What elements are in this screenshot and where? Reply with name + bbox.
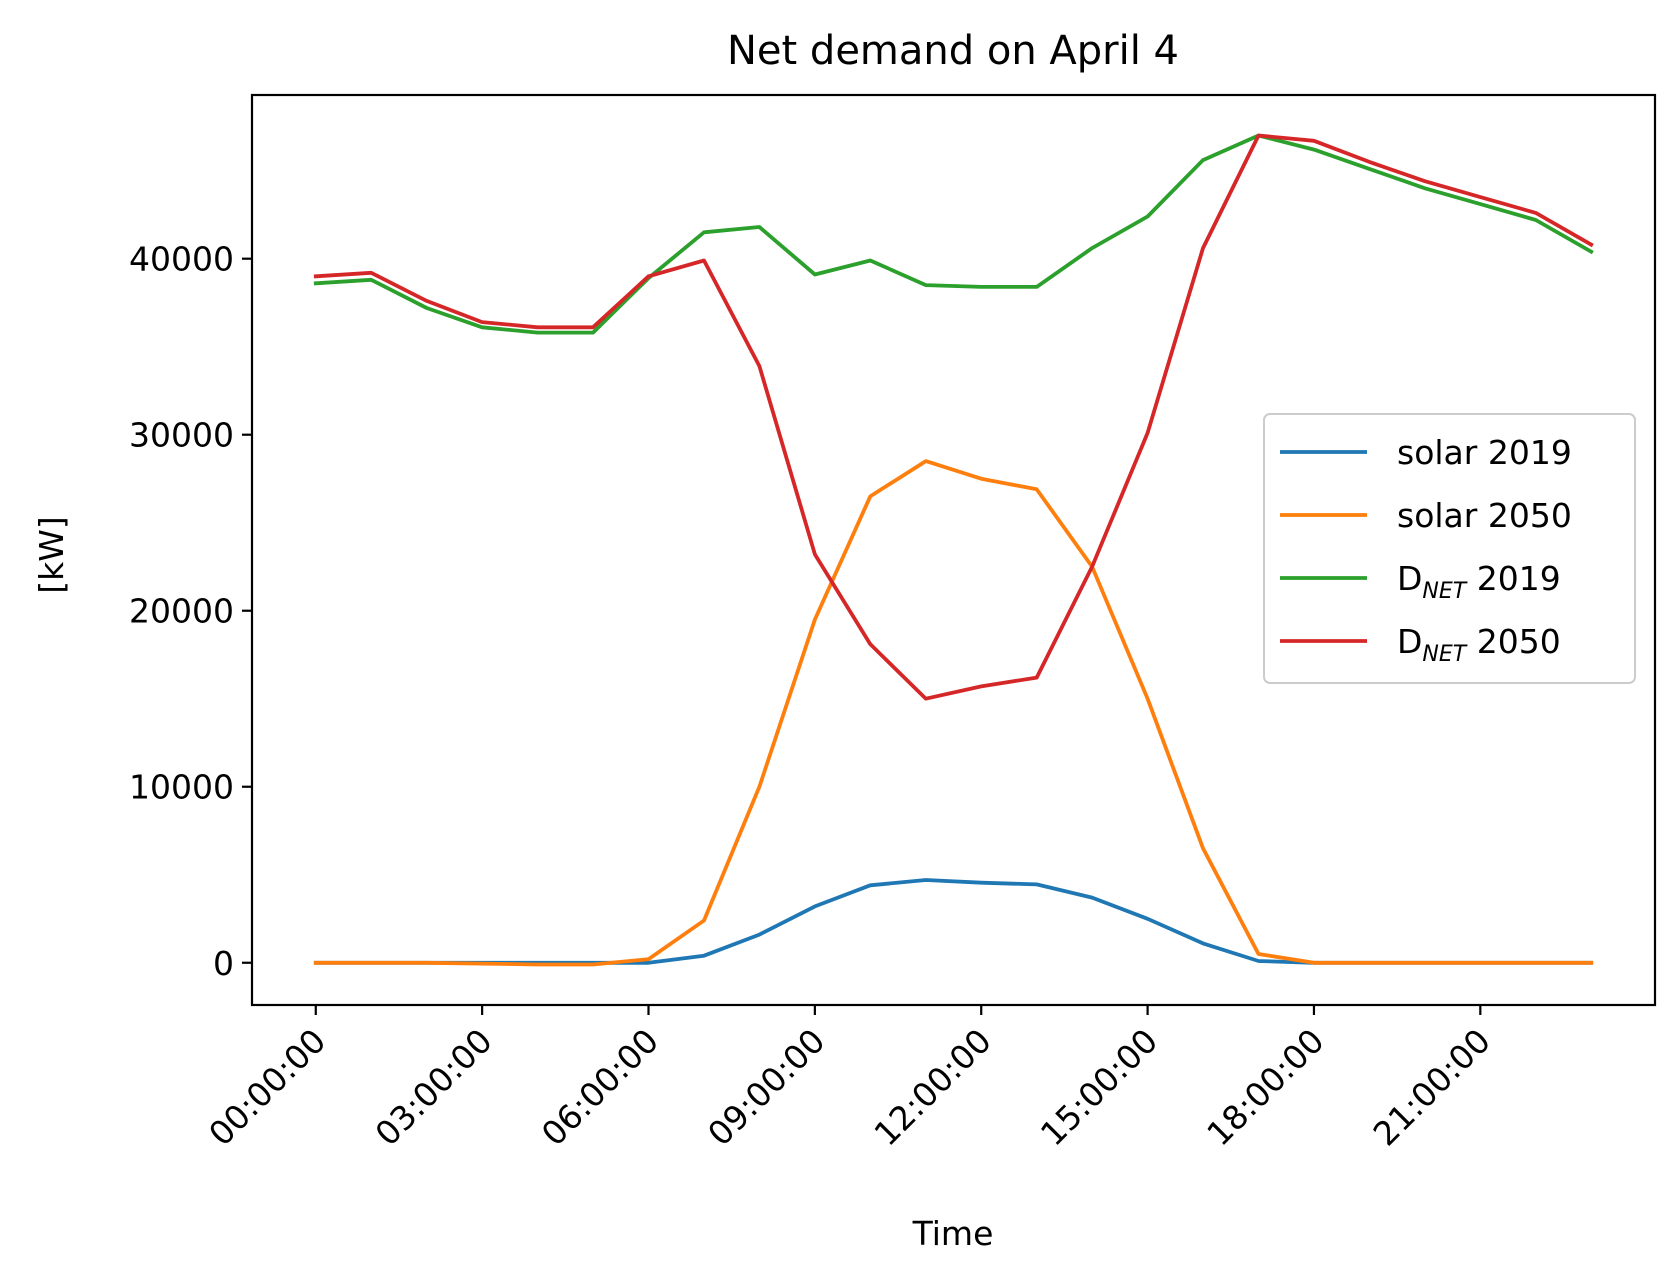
y-axis-ticks: 0 10000 20000 30000 40000 [129, 240, 252, 983]
x-axis-title: Time [912, 1214, 994, 1253]
series-lines [313, 133, 1594, 967]
y-tick-label: 20000 [129, 592, 234, 631]
y-tick-label: 0 [213, 944, 234, 983]
y-axis-title: [kW] [32, 516, 71, 594]
x-axis-ticks: 00:00:00 03:00:00 06:00:00 09:00:00 12:00:00… [201, 1005, 1498, 1153]
x-tick-label: 15:00:00 [1033, 1021, 1165, 1153]
legend-label: solar 2050 [1397, 496, 1572, 535]
y-tick-label: 40000 [129, 240, 234, 279]
x-tick-label: 21:00:00 [1366, 1021, 1498, 1153]
legend: solar 2019 solar 2050 DNET 2019 DNET 2050 [1263, 413, 1636, 684]
legend-label: DNET 2019 [1397, 559, 1561, 604]
x-tick-label: 12:00:00 [867, 1021, 999, 1153]
legend-box [1263, 413, 1636, 684]
chart-title: Net demand on April 4 [727, 28, 1179, 74]
y-tick-label: 30000 [129, 416, 234, 455]
x-tick-label: 18:00:00 [1199, 1021, 1331, 1153]
plot-frame [250, 93, 1657, 1007]
legend-label: solar 2019 [1397, 433, 1572, 472]
series-line-d-net-2050 [313, 133, 1594, 701]
series-line-d-net-2019 [313, 133, 1594, 335]
y-tick-label: 10000 [129, 768, 234, 807]
x-tick-label: 06:00:00 [534, 1021, 666, 1153]
x-tick-label: 09:00:00 [700, 1021, 832, 1153]
series-line-solar-2019 [313, 878, 1594, 965]
series-line-solar-2050 [313, 459, 1594, 967]
legend-label: DNET 2050 [1397, 622, 1561, 667]
x-tick-label: 03:00:00 [367, 1021, 499, 1153]
x-tick-label: 00:00:00 [201, 1021, 333, 1153]
